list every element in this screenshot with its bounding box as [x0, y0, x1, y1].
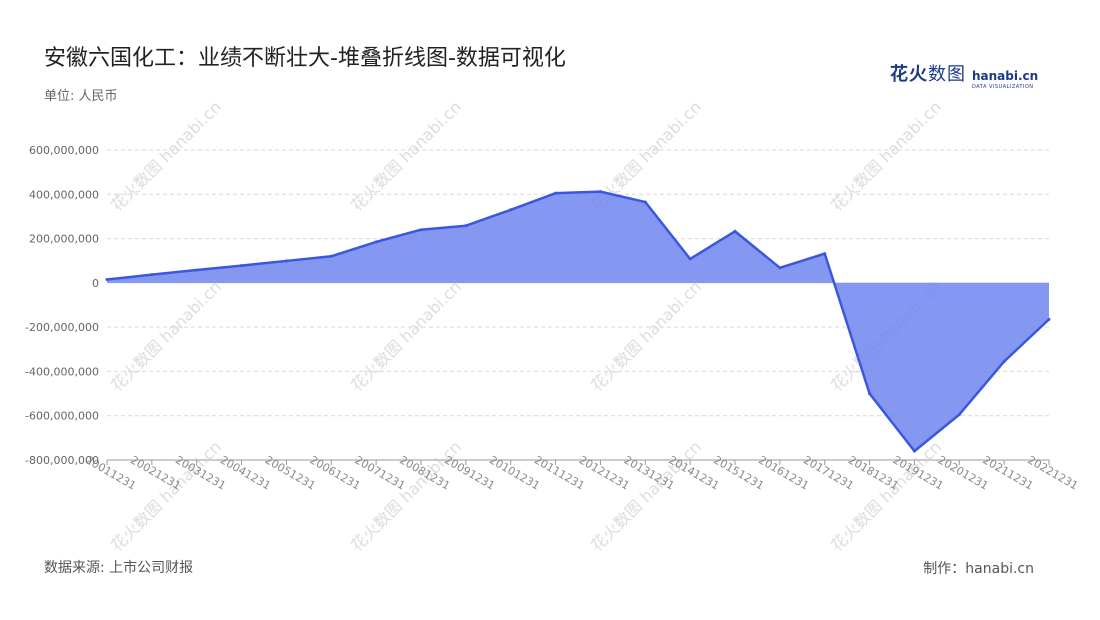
data-point — [374, 240, 378, 244]
y-axis: 600,000,000 400,000,000 200,000,000 0 -200,0… — [25, 144, 99, 467]
data-point — [554, 191, 558, 195]
series-layer — [105, 190, 1051, 453]
data-point — [150, 273, 154, 277]
x-tick-label: 20181231 — [846, 453, 901, 492]
maker-credit: 制作：hanabi.cn — [923, 561, 1034, 577]
unit-label: 单位: 人民币 — [44, 89, 118, 104]
y-tick-label: 600,000,000 — [29, 144, 99, 157]
y-tick-label: 200,000,000 — [29, 233, 99, 246]
brand-logo[interactable]: 花火数图 hanabi.cn DATA VISUALIZATION — [890, 60, 1039, 90]
y-tick-label: -600,000,000 — [25, 410, 99, 423]
y-tick-label: -400,000,000 — [25, 365, 99, 378]
data-point — [598, 190, 602, 194]
watermark-text: 花火数图 hanabi.cn — [107, 277, 225, 395]
data-point — [778, 266, 782, 270]
data-point — [509, 208, 513, 212]
data-point — [823, 252, 827, 256]
watermark-text: 花火数图 hanabi.cn — [347, 277, 465, 395]
watermark-text: 花火数图 hanabi.cn — [347, 97, 465, 215]
y-tick-label: 400,000,000 — [29, 188, 99, 201]
x-tick-label: 20041231 — [218, 453, 273, 492]
series-area — [107, 191, 1049, 452]
x-tick-label: 20101231 — [487, 453, 542, 492]
y-tick-label: -800,000,000 — [25, 454, 99, 467]
data-point — [1002, 359, 1006, 363]
data-source: 数据来源: 上市公司财报 — [44, 560, 194, 576]
x-tick-label: 20061231 — [308, 453, 363, 492]
x-tick-label: 20121231 — [577, 453, 632, 492]
data-point — [868, 392, 872, 396]
data-point — [912, 449, 916, 453]
data-point — [329, 254, 333, 258]
x-tick-label: 20171231 — [801, 453, 856, 492]
chart-title: 安徽六国化工：业绩不断壮大-堆叠折线图-数据可视化 — [44, 46, 566, 71]
watermark-text: 花火数图 hanabi.cn — [827, 437, 945, 555]
watermark-text: 花火数图 hanabi.cn — [587, 277, 705, 395]
data-point — [464, 224, 468, 228]
data-point — [240, 264, 244, 268]
data-point — [688, 257, 692, 261]
data-point — [733, 229, 737, 233]
x-tick-label: 20211231 — [980, 453, 1035, 492]
x-tick-label: 20151231 — [711, 453, 766, 492]
watermark-text: 花火数图 hanabi.cn — [107, 97, 225, 215]
y-tick-label: 0 — [92, 277, 99, 290]
x-tick-label: 20201231 — [936, 453, 991, 492]
data-point — [284, 259, 288, 263]
data-point — [419, 228, 423, 232]
x-tick-label: 20221231 — [1025, 453, 1080, 492]
watermark-text: 花火数图 hanabi.cn — [587, 437, 705, 555]
series-line — [106, 190, 1050, 453]
x-tick-label: 20011231 — [83, 453, 138, 492]
data-point — [1047, 317, 1051, 321]
x-tick-label: 20071231 — [352, 453, 407, 492]
y-tick-label: -200,000,000 — [25, 321, 99, 334]
x-tick-label: 20111231 — [532, 453, 587, 492]
logo-text-en: hanabi.cn DATA VISUALIZATION — [972, 69, 1039, 90]
x-tick-label: 20161231 — [756, 453, 811, 492]
data-point — [643, 200, 647, 204]
x-tick-label: 20091231 — [442, 453, 497, 492]
watermark-text: 花火数图 hanabi.cn — [827, 97, 945, 215]
x-tick-label: 20051231 — [263, 453, 318, 492]
data-point — [105, 278, 109, 282]
watermark-text: 花火数图 hanabi.cn — [107, 437, 225, 555]
data-point — [957, 413, 961, 417]
data-point — [195, 268, 199, 272]
logo-text-cn: 花火数图 — [890, 64, 966, 85]
